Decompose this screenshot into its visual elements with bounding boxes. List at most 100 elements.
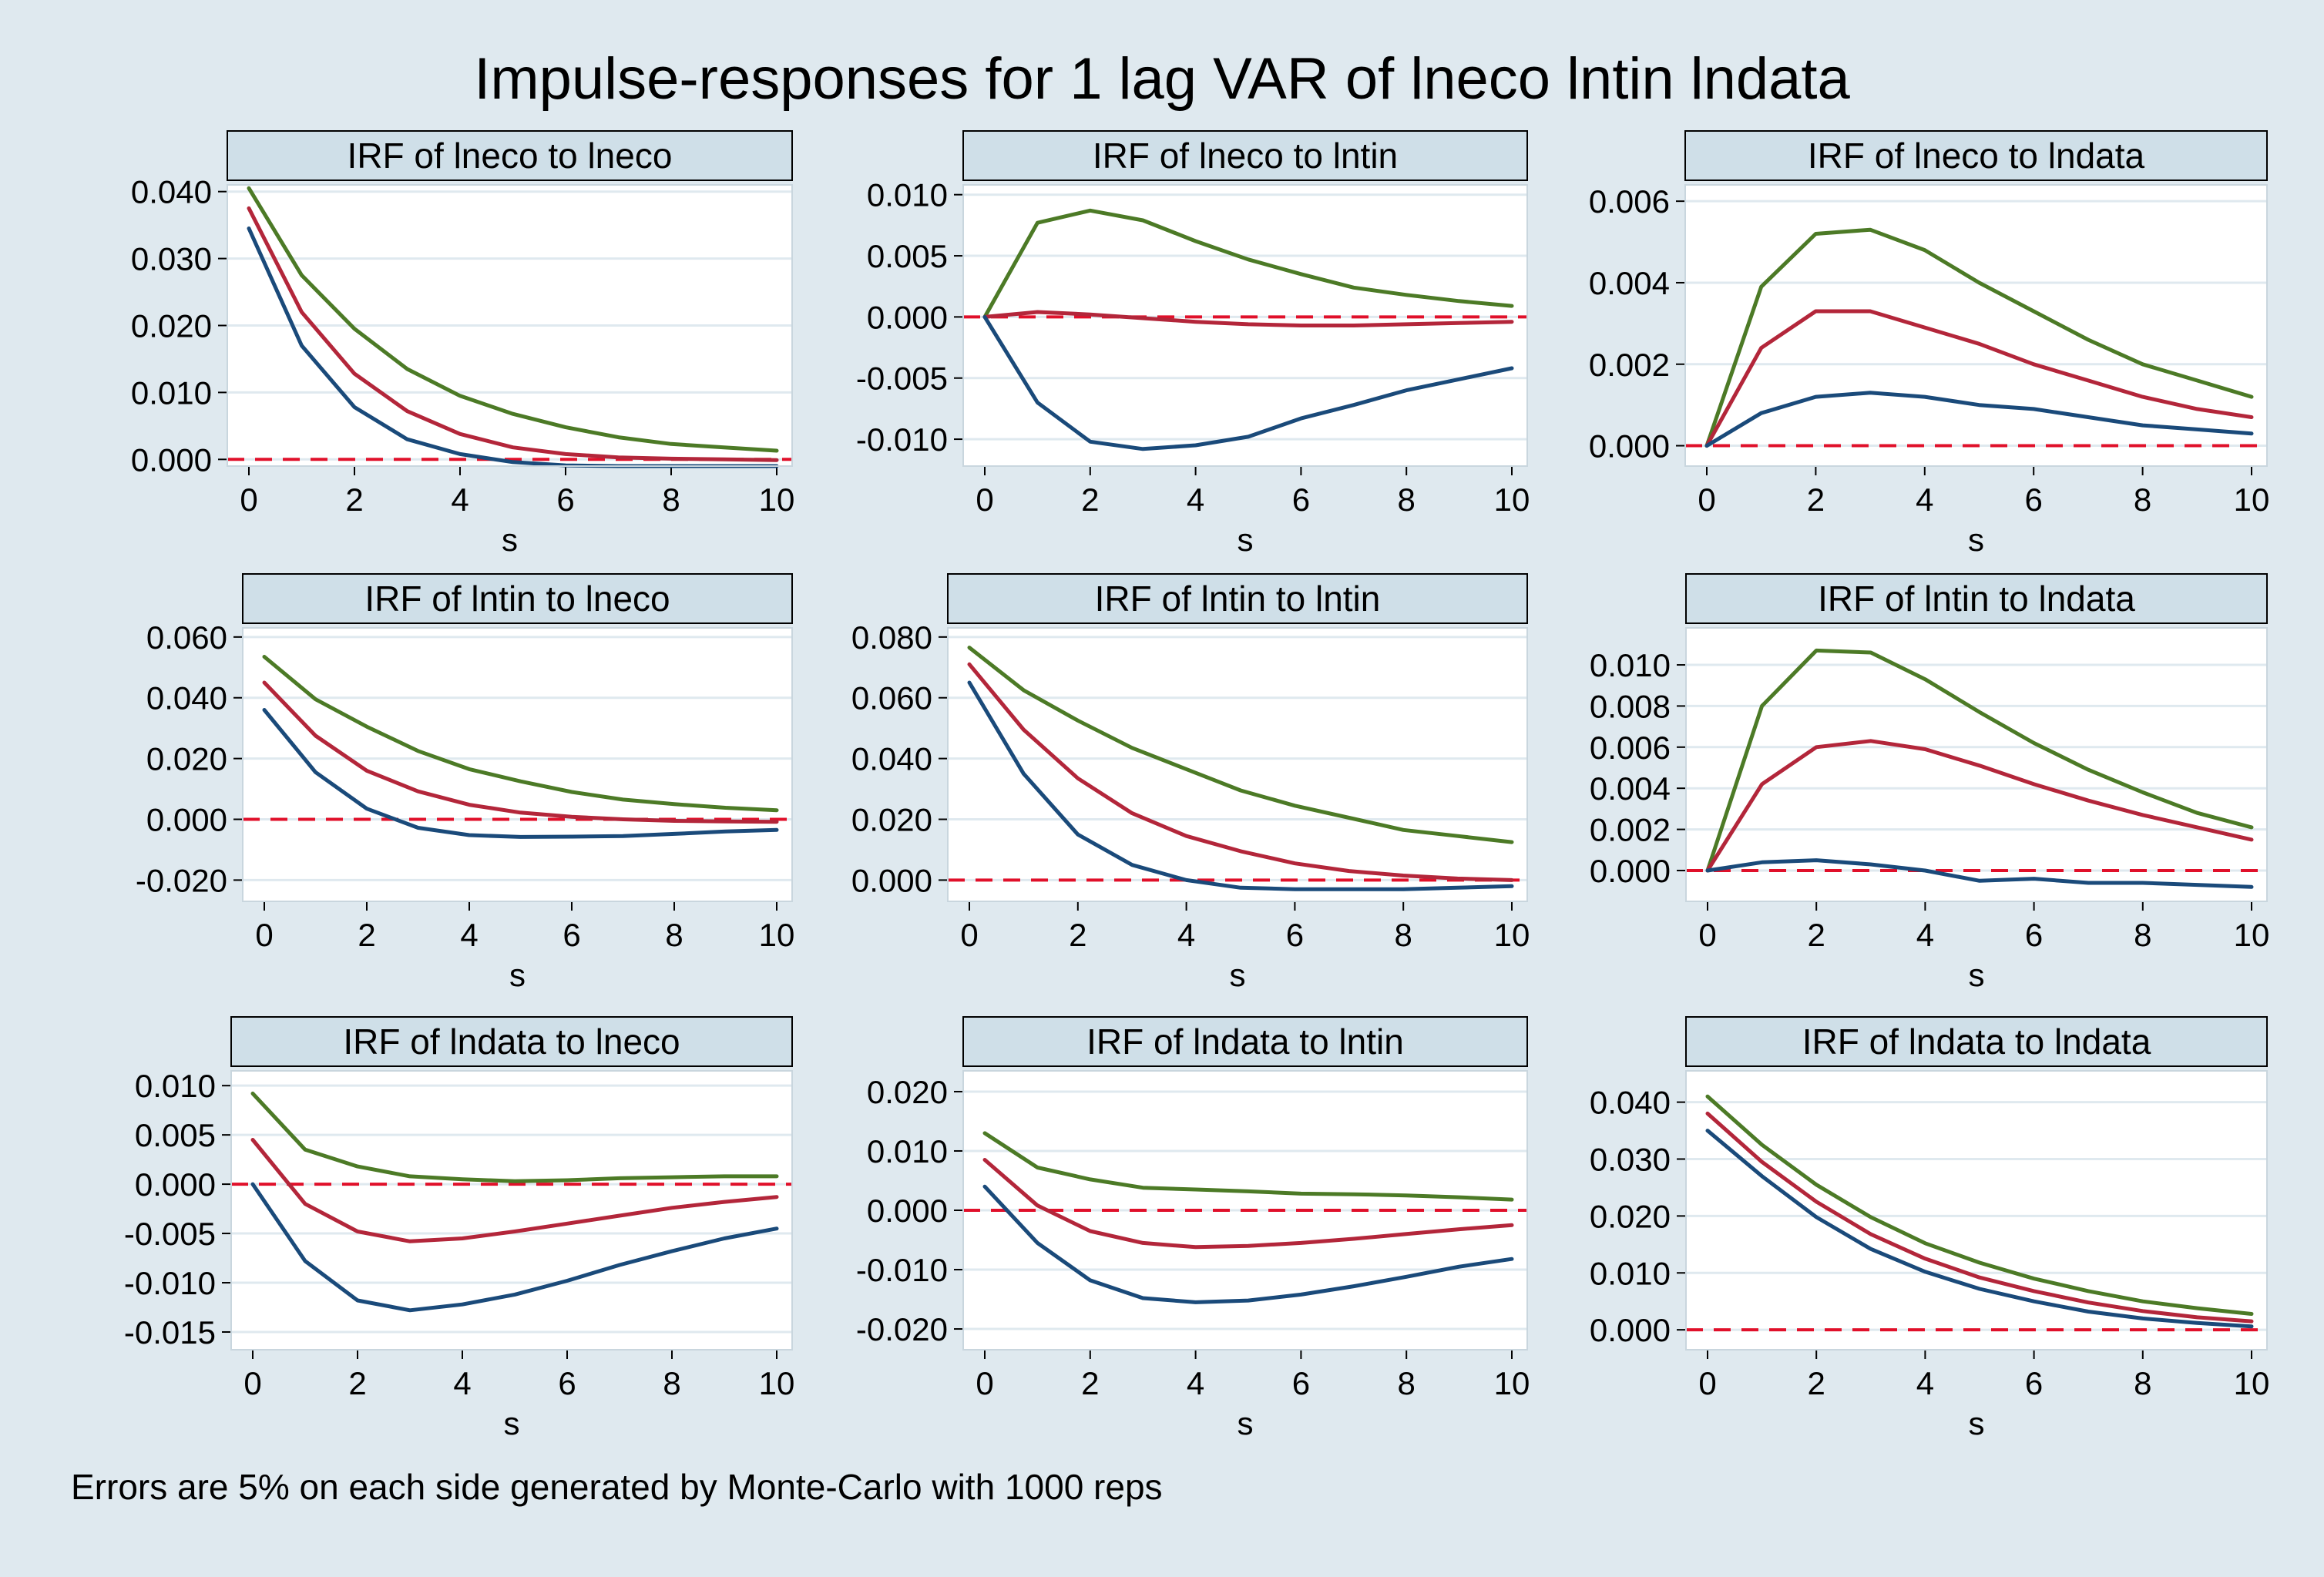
- x-tick-label: 2: [1081, 1365, 1099, 1401]
- x-axis-label: s: [504, 1405, 520, 1441]
- y-tick-label: 0.006: [1590, 730, 1671, 766]
- series-line-irf: [247, 206, 779, 462]
- y-tick-label: 0.020: [867, 1074, 948, 1110]
- x-tick-label: 6: [2025, 481, 2043, 518]
- series-line-upper: [250, 1091, 779, 1183]
- y-tick-label: 0.004: [1590, 770, 1671, 807]
- figure-footnote: Errors are 5% on each side generated by …: [71, 1467, 1163, 1507]
- x-tick-label: 0: [255, 917, 273, 953]
- irf-panel: IRF of lntin to lneco -0.020 0.000 0.020 0.0…: [136, 573, 794, 993]
- x-tick-label: 4: [451, 481, 468, 518]
- irf-panel: IRF of lntin to lndata 0.000 0.002 0.004 0.0…: [1590, 573, 2270, 993]
- series-line-irf: [1705, 1111, 2254, 1324]
- irf-panel: IRF of lndata to lntin -0.020 -0.010 0.000 0…: [856, 1016, 1530, 1441]
- panels-grid: IRF of lneco to lneco 0.000 0.010 0.020 0.03…: [124, 130, 2270, 1441]
- series-line-lower: [1704, 391, 2254, 448]
- x-tick-label: 8: [1398, 481, 1416, 518]
- x-tick-label: 2: [358, 917, 375, 953]
- x-tick-label: 0: [976, 1365, 993, 1401]
- x-axis-label: s: [1968, 522, 1984, 558]
- x-tick-label: 10: [759, 1365, 795, 1401]
- y-tick-label: 0.020: [851, 802, 932, 838]
- plot-frame: [947, 627, 1528, 902]
- x-tick-label: 10: [1494, 1365, 1530, 1401]
- y-tick-label: 0.004: [1589, 265, 1670, 301]
- y-tick-label: 0.030: [1590, 1142, 1671, 1178]
- x-tick-label: 10: [2234, 1365, 2270, 1401]
- y-tick-label: 0.060: [146, 619, 227, 656]
- panel-title: IRF of lndata to lneco: [343, 1022, 680, 1062]
- series-line-irf: [1704, 309, 2254, 448]
- x-tick-label: 4: [1177, 917, 1195, 953]
- y-tick-label: 0.008: [1590, 688, 1671, 724]
- x-tick-label: 2: [1807, 481, 1825, 518]
- x-tick-label: 0: [1698, 917, 1716, 953]
- x-tick-label: 8: [662, 481, 680, 518]
- x-tick-label: 4: [460, 917, 478, 953]
- series-line-upper: [1704, 227, 2254, 448]
- x-tick-label: 8: [1398, 1365, 1416, 1401]
- panel-title: IRF of lndata to lntin: [1086, 1022, 1404, 1062]
- y-tick-label: 0.000: [146, 802, 227, 838]
- series-line-lower: [262, 708, 779, 839]
- panel-title: IRF of lneco to lndata: [1808, 136, 2145, 176]
- y-tick-label: 0.000: [867, 1193, 948, 1229]
- x-tick-label: 0: [240, 481, 257, 518]
- x-tick-label: 2: [348, 1365, 366, 1401]
- irf-panel: IRF of lndata to lndata 0.000 0.010 0.020 0.…: [1590, 1016, 2270, 1441]
- x-tick-label: 2: [1808, 1365, 1825, 1401]
- y-tick-label: 0.040: [146, 680, 227, 716]
- panel-title: IRF of lndata to lndata: [1802, 1022, 2151, 1062]
- irf-panel: IRF of lneco to lndata 0.000 0.002 0.004 0.0…: [1589, 130, 2269, 558]
- series-line-upper: [1705, 648, 2254, 873]
- y-tick-label: 0.000: [851, 862, 932, 898]
- plot-frame: [1684, 184, 2268, 467]
- x-tick-label: 6: [556, 481, 574, 518]
- panel-title-box: [227, 130, 793, 181]
- series-line-upper: [982, 208, 1514, 319]
- x-tick-label: 6: [1292, 1365, 1310, 1401]
- panel-title-box: [962, 1016, 1528, 1067]
- y-tick-label: -0.010: [856, 1252, 948, 1288]
- x-tick-label: 10: [1494, 917, 1530, 953]
- y-tick-label: 0.006: [1589, 183, 1670, 220]
- x-tick-label: 0: [243, 1365, 261, 1401]
- x-axis-label: s: [1969, 1405, 1985, 1441]
- y-tick-label: 0.000: [1590, 1312, 1671, 1348]
- x-tick-label: 6: [1292, 481, 1310, 518]
- x-tick-label: 8: [2134, 1365, 2151, 1401]
- y-tick-label: 0.040: [1590, 1085, 1671, 1121]
- x-tick-label: 6: [1286, 917, 1304, 953]
- irf-panel: IRF of lneco to lneco 0.000 0.010 0.020 0.03…: [131, 130, 794, 558]
- plot-frame: [962, 184, 1528, 467]
- x-tick-label: 4: [1916, 917, 1934, 953]
- y-tick-label: 0.030: [131, 241, 212, 277]
- x-tick-label: 2: [1808, 917, 1825, 953]
- y-tick-label: 0.040: [851, 741, 932, 777]
- x-tick-label: 4: [1916, 481, 1933, 518]
- x-axis-label: s: [502, 522, 518, 558]
- x-tick-label: 8: [663, 1365, 680, 1401]
- series-line-lower: [250, 1182, 779, 1313]
- y-tick-label: 0.010: [1590, 1255, 1671, 1291]
- x-axis-label: s: [1238, 1405, 1254, 1441]
- series-line-upper: [1705, 1094, 2254, 1316]
- x-tick-label: 10: [2234, 917, 2270, 953]
- series-line-lower: [967, 680, 1514, 891]
- irf-panel: IRF of lndata to lneco -0.015 -0.010 -0.005…: [124, 1016, 795, 1441]
- series-line-upper: [967, 646, 1514, 844]
- y-tick-label: 0.000: [867, 299, 948, 335]
- y-tick-label: 0.000: [131, 441, 212, 478]
- series-line-irf: [982, 310, 1514, 327]
- panel-title-box: [1685, 1016, 2268, 1067]
- series-line-lower: [1705, 1129, 2254, 1329]
- x-axis-label: s: [1230, 957, 1246, 993]
- x-axis-label: s: [1969, 957, 1985, 993]
- y-tick-label: 0.010: [867, 177, 948, 213]
- x-tick-label: 8: [2134, 917, 2151, 953]
- x-tick-label: 8: [1395, 917, 1412, 953]
- panel-title-box: [962, 130, 1528, 181]
- y-tick-label: 0.000: [1589, 428, 1670, 465]
